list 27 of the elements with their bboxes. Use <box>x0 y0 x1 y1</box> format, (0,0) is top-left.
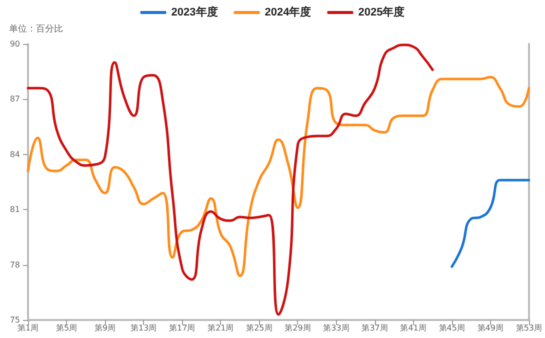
y-tick-label: 75 <box>10 316 20 324</box>
x-tick-label: 第29周 <box>284 324 311 332</box>
y-tick-label: 87 <box>10 94 20 104</box>
x-tick-label: 第33周 <box>323 324 350 332</box>
line-series <box>450 178 530 268</box>
y-tick-label: 90 <box>10 40 20 48</box>
line-series <box>26 76 530 278</box>
legend-label: 2025年度 <box>358 6 405 18</box>
line-series <box>26 44 434 316</box>
x-tick-label: 第25周 <box>246 324 272 332</box>
x-tick-label: 第53周 <box>516 324 542 332</box>
y-tick-label: 84 <box>10 150 20 159</box>
x-tick-label: 第45周 <box>438 324 465 332</box>
x-tick-label: 第41周 <box>400 324 426 332</box>
y-tick-label: 78 <box>10 260 20 270</box>
x-tick-label: 第37周 <box>362 324 388 332</box>
legend-label: 2023年度 <box>171 6 218 18</box>
legend-label: 2024年度 <box>264 6 312 18</box>
x-tick-label: 第1周 <box>17 324 39 332</box>
y-axis-title: 单位：百分比 <box>9 24 63 34</box>
x-tick-label: 第9周 <box>94 324 116 332</box>
x-tick-label: 第5周 <box>56 324 78 332</box>
y-tick-label: 81 <box>10 205 20 214</box>
x-tick-label: 第13周 <box>130 324 157 332</box>
x-tick-label: 第17周 <box>169 324 196 332</box>
x-tick-label: 第49周 <box>477 324 504 332</box>
x-tick-label: 第21周 <box>208 324 234 332</box>
